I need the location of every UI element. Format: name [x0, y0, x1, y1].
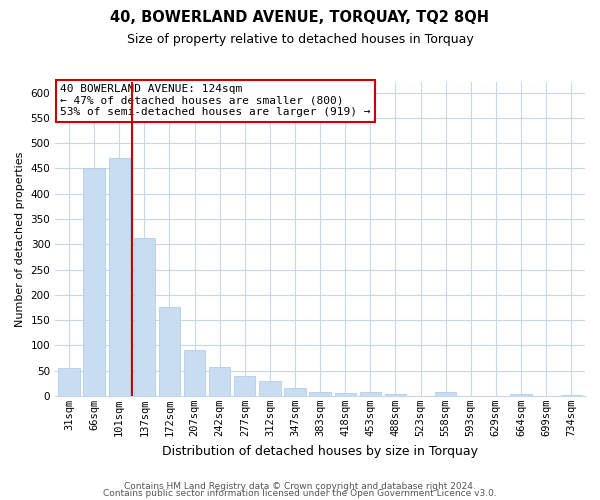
Bar	[510, 394, 532, 396]
X-axis label: Distribution of detached houses by size in Torquay: Distribution of detached houses by size …	[162, 444, 478, 458]
Bar	[335, 394, 356, 396]
Bar	[184, 350, 205, 396]
Bar	[284, 388, 305, 396]
Bar	[435, 392, 457, 396]
Bar	[159, 308, 180, 396]
Text: 40, BOWERLAND AVENUE, TORQUAY, TQ2 8QH: 40, BOWERLAND AVENUE, TORQUAY, TQ2 8QH	[110, 10, 490, 25]
Bar	[83, 168, 105, 396]
Text: Contains HM Land Registry data © Crown copyright and database right 2024.: Contains HM Land Registry data © Crown c…	[124, 482, 476, 491]
Bar	[109, 158, 130, 396]
Bar	[359, 392, 381, 396]
Y-axis label: Number of detached properties: Number of detached properties	[15, 152, 25, 327]
Bar	[209, 367, 230, 396]
Bar	[134, 238, 155, 396]
Text: Size of property relative to detached houses in Torquay: Size of property relative to detached ho…	[127, 32, 473, 46]
Bar	[385, 394, 406, 396]
Bar	[58, 368, 80, 396]
Bar	[259, 380, 281, 396]
Text: 40 BOWERLAND AVENUE: 124sqm
← 47% of detached houses are smaller (800)
53% of se: 40 BOWERLAND AVENUE: 124sqm ← 47% of det…	[61, 84, 371, 117]
Text: Contains public sector information licensed under the Open Government Licence v3: Contains public sector information licen…	[103, 490, 497, 498]
Bar	[310, 392, 331, 396]
Bar	[234, 376, 256, 396]
Bar	[560, 395, 582, 396]
